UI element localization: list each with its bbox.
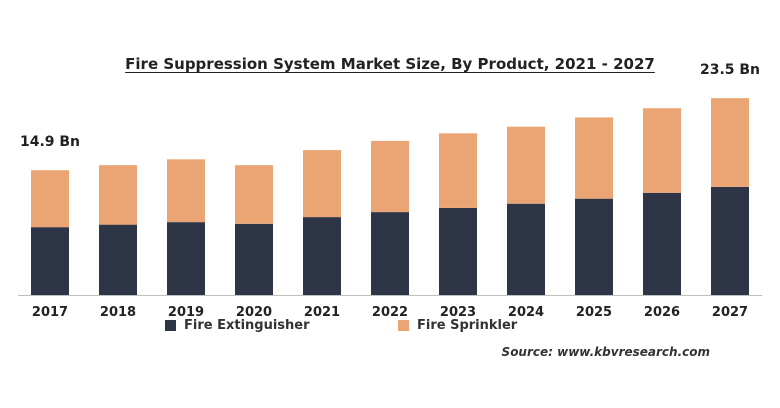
- x-tick-label-2020: 2020: [236, 305, 272, 320]
- x-tick-label-2018: 2018: [100, 305, 136, 320]
- bar-fire-extinguisher-2023: [439, 207, 477, 295]
- x-tick-label-2027: 2027: [712, 305, 748, 320]
- bar-fire-sprinkler-2022: [371, 140, 409, 213]
- x-tick-label-2022: 2022: [372, 305, 408, 320]
- bar-fire-sprinkler-2020: [235, 165, 273, 224]
- bar-fire-extinguisher-2027: [711, 186, 749, 295]
- legend-swatch-fire-sprinkler: [398, 320, 409, 331]
- bar-fire-extinguisher-2022: [371, 212, 409, 295]
- x-tick-label-2026: 2026: [644, 305, 680, 320]
- x-tick-label-2019: 2019: [168, 305, 204, 320]
- legend-item-fire-extinguisher: Fire Extinguisher: [165, 318, 310, 333]
- x-tick-label-2024: 2024: [508, 305, 544, 320]
- bar-fire-sprinkler-2018: [99, 165, 137, 225]
- bar-fire-extinguisher-2019: [167, 222, 205, 295]
- bar-fire-extinguisher-2024: [507, 203, 545, 295]
- legend-item-fire-sprinkler: Fire Sprinkler: [398, 318, 517, 333]
- x-tick-label-2025: 2025: [576, 305, 612, 320]
- bar-fire-extinguisher-2018: [99, 224, 137, 295]
- data-label-2017: 14.9 Bn: [20, 134, 80, 150]
- data-label-2027: 23.5 Bn: [700, 62, 760, 78]
- bar-fire-extinguisher-2020: [235, 223, 273, 295]
- bar-fire-extinguisher-2025: [575, 198, 613, 295]
- bar-fire-sprinkler-2019: [167, 159, 205, 223]
- bar-fire-extinguisher-2026: [643, 192, 681, 295]
- bar-fire-sprinkler-2024: [507, 126, 545, 204]
- x-tick-label-2021: 2021: [304, 305, 340, 320]
- bar-fire-sprinkler-2027: [711, 98, 749, 187]
- bar-fire-sprinkler-2021: [303, 150, 341, 218]
- bar-fire-sprinkler-2025: [575, 117, 613, 199]
- bar-fire-extinguisher-2021: [303, 217, 341, 295]
- x-tick-label-2017: 2017: [32, 305, 68, 320]
- bar-fire-sprinkler-2026: [643, 108, 681, 193]
- legend-label-fire-extinguisher: Fire Extinguisher: [184, 318, 310, 333]
- x-tick-label-2023: 2023: [440, 305, 476, 320]
- chart-title: Fire Suppression System Market Size, By …: [125, 55, 655, 73]
- legend-label-fire-sprinkler: Fire Sprinkler: [417, 318, 518, 333]
- bar-fire-sprinkler-2017: [31, 170, 69, 228]
- source-note: Source: www.kbvresearch.com: [501, 345, 710, 359]
- bar-fire-sprinkler-2023: [439, 133, 477, 208]
- bar-fire-extinguisher-2017: [31, 227, 69, 295]
- legend-swatch-fire-extinguisher: [165, 320, 176, 331]
